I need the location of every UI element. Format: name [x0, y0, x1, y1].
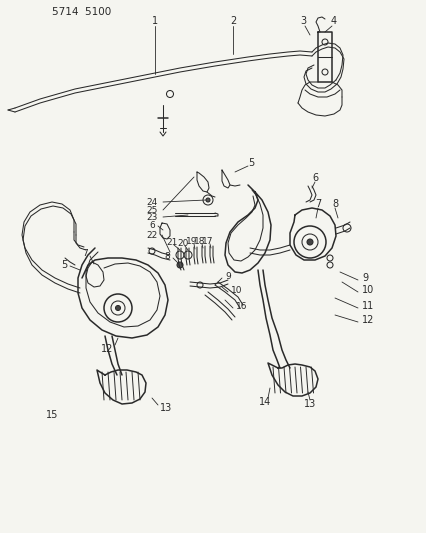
Text: 8: 8: [164, 252, 170, 261]
Text: 5: 5: [248, 158, 253, 168]
Text: 6: 6: [311, 173, 317, 183]
Text: 24: 24: [147, 198, 158, 206]
Text: 23: 23: [146, 213, 158, 222]
Text: 11: 11: [361, 301, 373, 311]
Text: 9: 9: [361, 273, 367, 283]
Text: 1: 1: [152, 16, 158, 26]
Circle shape: [177, 262, 183, 268]
Text: 10: 10: [361, 285, 373, 295]
Text: 21: 21: [166, 238, 177, 246]
Text: 20: 20: [177, 238, 188, 247]
Circle shape: [205, 198, 210, 202]
Text: 22: 22: [147, 230, 158, 239]
Text: 12: 12: [361, 315, 374, 325]
Text: 3: 3: [299, 16, 305, 26]
Text: 7: 7: [82, 248, 88, 257]
Text: 13: 13: [160, 403, 172, 413]
Circle shape: [115, 305, 120, 311]
Text: 13: 13: [303, 399, 315, 409]
Text: 5714  5100: 5714 5100: [52, 7, 111, 17]
Text: 6: 6: [149, 221, 155, 230]
Text: 16: 16: [236, 302, 247, 311]
Text: 8: 8: [331, 199, 337, 209]
Text: 4: 4: [330, 16, 336, 26]
Text: 15: 15: [46, 410, 58, 420]
Text: 5: 5: [60, 260, 67, 270]
Text: 17: 17: [202, 237, 213, 246]
Text: 18: 18: [194, 237, 205, 246]
Text: 7: 7: [314, 199, 320, 209]
Text: 2: 2: [229, 16, 236, 26]
Text: 10: 10: [230, 286, 242, 295]
Text: 25: 25: [146, 206, 158, 214]
Text: 14: 14: [258, 397, 271, 407]
Text: 9: 9: [225, 271, 230, 280]
Text: 12: 12: [101, 344, 113, 354]
Text: 19: 19: [186, 237, 197, 246]
Circle shape: [306, 239, 312, 245]
